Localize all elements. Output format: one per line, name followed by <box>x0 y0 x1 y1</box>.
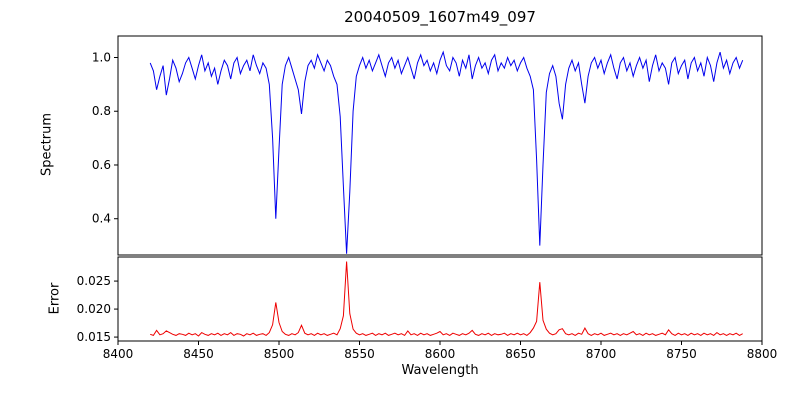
svg-text:8650: 8650 <box>505 347 536 361</box>
svg-text:0.025: 0.025 <box>77 274 111 288</box>
svg-text:8500: 8500 <box>264 347 295 361</box>
svg-text:8800: 8800 <box>747 347 778 361</box>
svg-text:8400: 8400 <box>103 347 134 361</box>
x-axis-label: Wavelength <box>401 363 479 378</box>
svg-text:8700: 8700 <box>586 347 617 361</box>
svg-text:8450: 8450 <box>183 347 214 361</box>
svg-text:0.4: 0.4 <box>92 212 111 226</box>
svg-text:0.6: 0.6 <box>92 158 111 172</box>
svg-text:0.8: 0.8 <box>92 104 111 118</box>
spectrum-axis-label: Spectrum <box>39 113 55 176</box>
svg-text:1.0: 1.0 <box>92 50 111 64</box>
svg-text:8750: 8750 <box>666 347 697 361</box>
svg-text:8600: 8600 <box>425 347 456 361</box>
chart-title: 20040509_1607m49_097 <box>344 8 536 26</box>
svg-text:0.015: 0.015 <box>77 330 111 344</box>
svg-text:8550: 8550 <box>344 347 375 361</box>
svg-text:0.020: 0.020 <box>77 302 111 316</box>
error-axis-label: Error <box>47 282 63 315</box>
